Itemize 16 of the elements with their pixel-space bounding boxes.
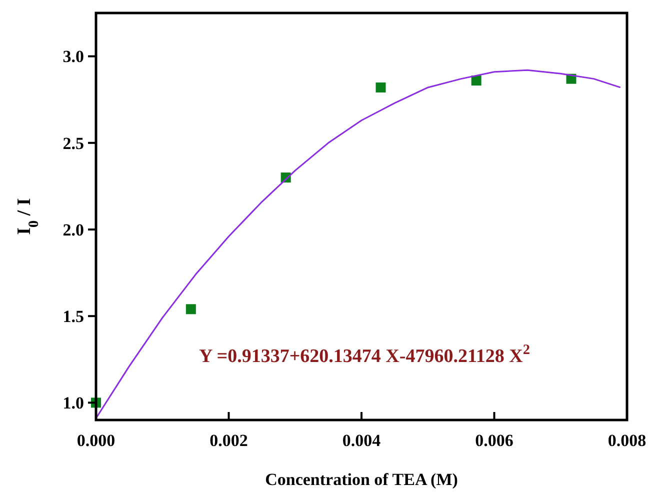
y-tick-label: 1.5 bbox=[62, 307, 84, 326]
x-tick-label: 0.000 bbox=[76, 431, 116, 450]
y-tick-label: 2.5 bbox=[62, 134, 84, 153]
y-tick-label: 2.0 bbox=[62, 220, 84, 240]
y-tick-label: 3.0 bbox=[62, 47, 84, 66]
point bbox=[471, 76, 482, 86]
x-axis-title: Concentration of TEA (M) bbox=[265, 470, 458, 489]
point bbox=[376, 82, 386, 92]
annotation: Y =0.91337+620.13474 X-47960.21128 X$^{2}$ bbox=[199, 342, 530, 367]
point bbox=[186, 304, 196, 314]
line-series bbox=[95, 69, 622, 420]
x-tick-label: 0.006 bbox=[475, 431, 514, 450]
x-tick-label: 0.008 bbox=[608, 431, 646, 450]
x-tick-label: 0.004 bbox=[342, 431, 382, 450]
y-tick-label: 1.0 bbox=[62, 394, 84, 413]
x-tick-label: 0.002 bbox=[210, 431, 248, 450]
